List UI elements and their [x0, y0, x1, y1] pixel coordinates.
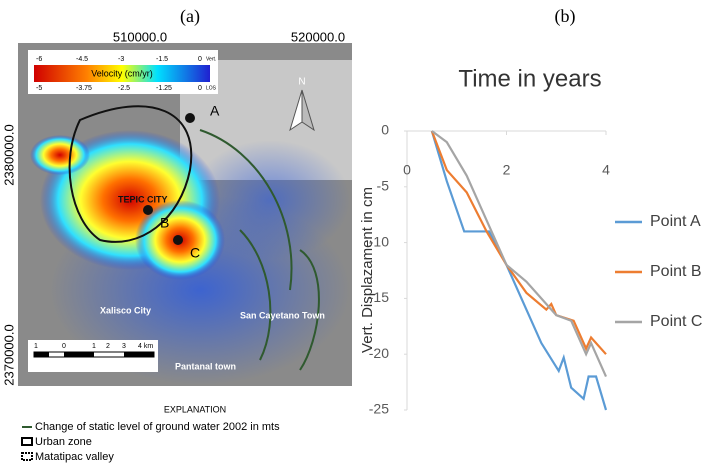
panel-label: (b)	[555, 6, 576, 27]
figure: (a) (b) A B C TEPIC CITY Xalisco City Sa…	[0, 0, 708, 468]
scale-bar-label: 3	[122, 343, 126, 350]
point-marker	[185, 113, 195, 123]
scale-bar-label: 2	[106, 343, 110, 350]
series-line	[432, 131, 606, 377]
point-label: A	[210, 103, 220, 119]
north-label: N	[298, 77, 305, 88]
map-coordinate: 510000.0	[113, 29, 167, 44]
line-chart: Time in years Vert. Displazament in cm 0…	[359, 65, 703, 416]
scale-label: 0	[198, 56, 202, 63]
scale-bar	[64, 352, 94, 357]
scale-label: 0	[198, 85, 202, 92]
scale-label: -2.5	[118, 85, 130, 92]
series-line	[432, 131, 606, 354]
panel-label: (a)	[180, 6, 200, 27]
scale-bar-label: 1	[34, 343, 38, 350]
explanation-title: EXPLANATION	[164, 404, 226, 414]
scale-label: LOS	[206, 85, 217, 91]
scale-bar-label: 1	[92, 343, 96, 350]
scale-bar	[124, 352, 154, 357]
x-tick-label: 2	[503, 162, 511, 178]
place-label: Xalisco City	[100, 305, 151, 315]
explanation-item: Matatipac valley	[35, 451, 114, 463]
scale-label: Vert.	[206, 56, 216, 62]
place-label: Pantanal town	[175, 361, 236, 371]
x-tick-label: 4	[602, 162, 610, 178]
explanation-item: Urban zone	[35, 436, 92, 448]
place-label: San Cayetano Town	[240, 310, 325, 320]
point-marker	[143, 205, 153, 215]
y-tick-label: -5	[377, 178, 390, 194]
y-tick-label: 0	[381, 122, 389, 138]
map-coordinate: 2370000.0	[1, 324, 16, 385]
legend-label: Point A	[650, 213, 701, 230]
y-tick-label: -25	[369, 401, 389, 417]
map-coordinate: 520000.0	[291, 29, 345, 44]
legend-label: Point C	[650, 313, 702, 330]
scale-label: -1.25	[156, 85, 172, 92]
scale-bar-label: 4 km	[138, 343, 153, 350]
series-line	[432, 131, 606, 410]
y-axis-label: Vert. Displazament in cm	[359, 187, 376, 353]
y-tick-label: -15	[369, 289, 389, 305]
point-label: C	[190, 245, 200, 261]
legend-label: Point B	[650, 263, 702, 280]
scale-label: -6	[36, 56, 42, 63]
chart-title: Time in years	[458, 65, 601, 92]
legend-swatch	[22, 438, 32, 445]
legend-title: Velocity (cm/yr)	[91, 68, 153, 78]
point-marker	[173, 235, 183, 245]
y-tick-label: -20	[369, 345, 389, 361]
place-label: TEPIC CITY	[118, 194, 168, 204]
scale-bar-label: 0	[62, 343, 66, 350]
deformation-hotspot	[30, 135, 90, 175]
explanation-item: Change of static level of ground water 2…	[35, 421, 280, 433]
scale-label: -1.5	[156, 56, 168, 63]
scale-label: -5	[36, 85, 42, 92]
map-coordinate: 2380000.0	[1, 124, 16, 185]
point-label: B	[160, 215, 169, 231]
legend-swatch	[22, 453, 32, 460]
scale-label: -3.75	[76, 85, 92, 92]
scale-label: -4.5	[76, 56, 88, 63]
map: A B C TEPIC CITY Xalisco City San Cayeta…	[18, 43, 352, 386]
x-tick-label: 0	[403, 162, 411, 178]
scale-label: -3	[118, 56, 124, 63]
y-tick-label: -10	[369, 233, 389, 249]
scale-bar	[34, 352, 49, 357]
